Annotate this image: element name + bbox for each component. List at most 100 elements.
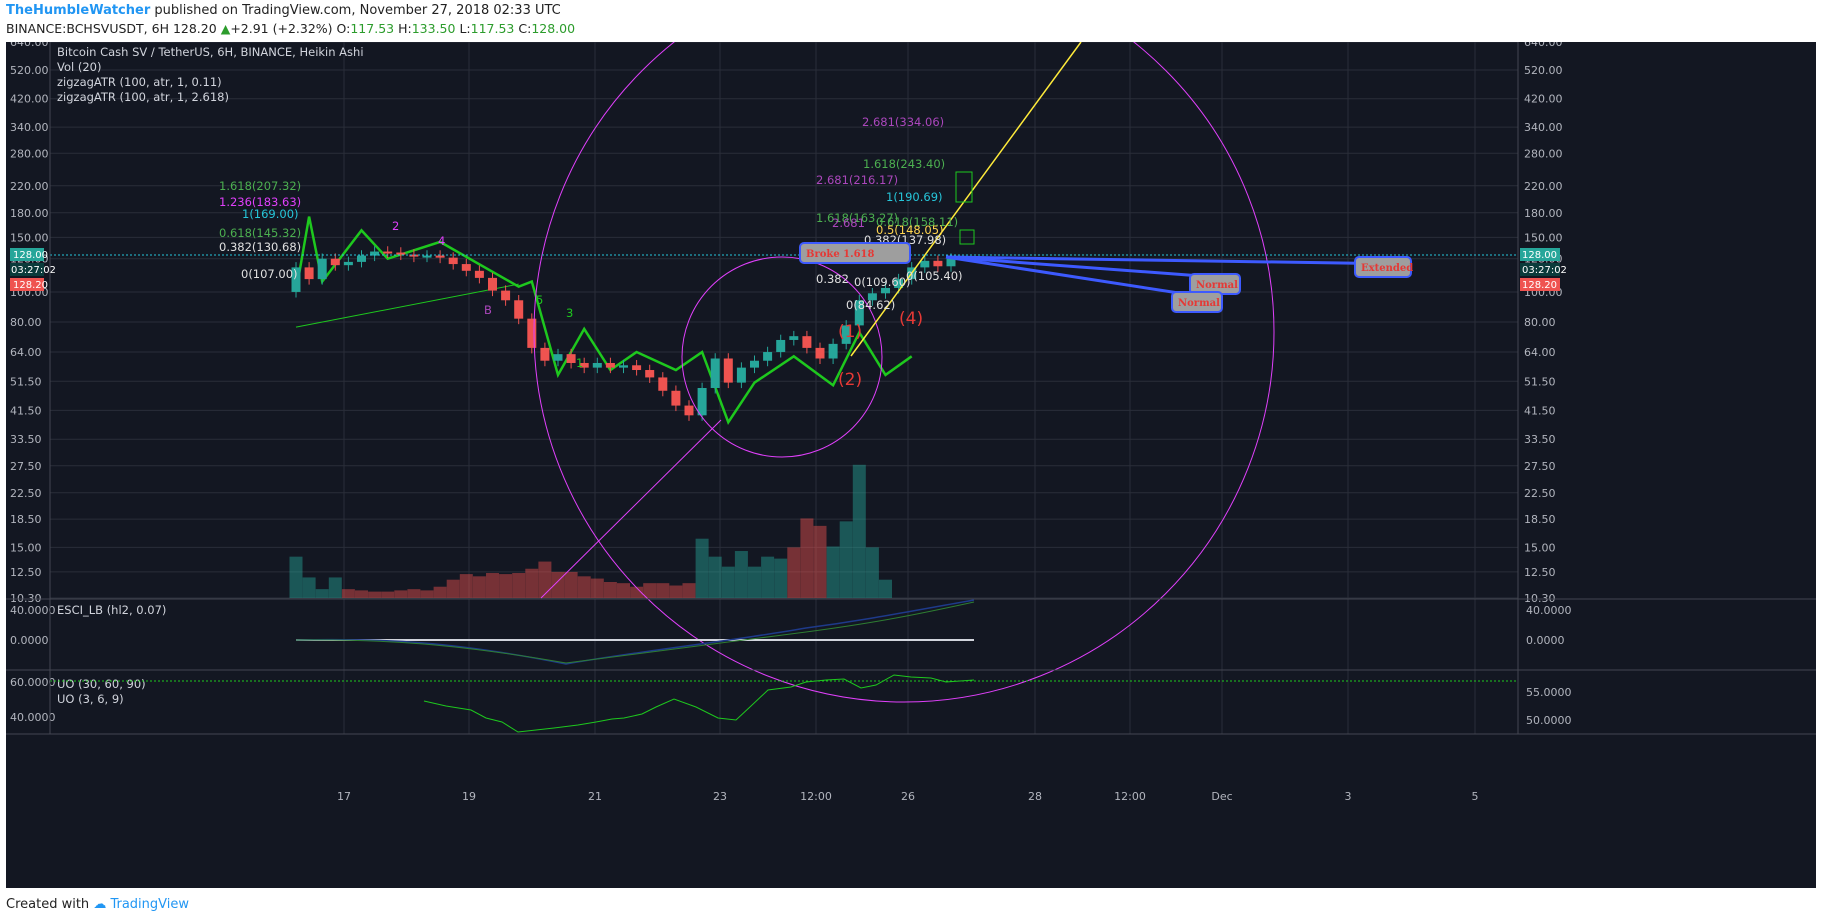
annotation-box — [1171, 291, 1223, 313]
volume-bar — [695, 538, 709, 598]
fib-circle-large — [533, 42, 1275, 703]
volume-bar — [420, 590, 434, 598]
candle-body — [750, 360, 759, 368]
annotation-box — [799, 242, 911, 264]
annotation-label: 2 — [392, 219, 399, 233]
annotation-label: (1) — [838, 322, 862, 342]
candle-body — [357, 255, 366, 262]
x-tick-label: 26 — [901, 790, 915, 803]
annotation-label: B — [484, 303, 492, 317]
y-tick-label-left: 640.00 — [10, 42, 49, 49]
candle-body — [343, 261, 353, 266]
candle-body — [946, 258, 956, 267]
candle-body — [291, 267, 301, 292]
x-tick-label: 21 — [588, 790, 602, 803]
volume-bar — [708, 556, 722, 598]
candle-body — [763, 352, 773, 361]
x-tick-label: 12:00 — [1114, 790, 1146, 803]
candle-body — [815, 347, 825, 359]
created-with-text: Created with — [6, 897, 90, 912]
volume-bar — [734, 551, 748, 598]
annotation-label: 0(84.62) — [846, 298, 895, 312]
volume-bar — [315, 589, 329, 598]
y-tick-label-right: 420.00 — [1524, 93, 1563, 106]
x-tick-label: 23 — [713, 790, 727, 803]
volume-bar — [761, 556, 775, 598]
y-tick-label-left: 150.00 — [10, 231, 49, 244]
prev-tag-bg-left — [10, 278, 44, 291]
volume-bar — [525, 568, 539, 598]
tradingview-logo-icon: ☁ — [93, 897, 107, 912]
countdown-right: 03:27:02 — [1522, 265, 1567, 276]
projection-line — [945, 255, 1229, 280]
candle-body — [841, 325, 851, 344]
volume-bar — [669, 585, 683, 598]
annotation-label: 3 — [566, 306, 573, 320]
y-tick-label-right: 22.50 — [1524, 487, 1556, 500]
tradingview-link[interactable]: TradingView — [110, 897, 189, 912]
price-tag-right: 128.00 — [1522, 250, 1557, 261]
annotation-label: 0.382(130.68) — [219, 240, 301, 254]
candle-body — [632, 365, 642, 371]
annotation-label: 0.5(148.05) — [876, 223, 944, 237]
volume-bar — [630, 586, 644, 598]
x-tick-label: 5 — [1472, 790, 1479, 803]
candle-body — [409, 254, 419, 257]
volume-bar — [407, 589, 421, 598]
volume-bar — [617, 583, 630, 598]
magenta-trend-line — [540, 419, 722, 599]
volume-bar — [433, 586, 447, 598]
volume-bar — [839, 521, 853, 598]
candle-body — [330, 258, 340, 266]
volume-bar — [748, 566, 761, 598]
candle-body — [802, 336, 812, 348]
high-value: 133.50 — [411, 21, 456, 36]
y-tick-label-right: 220.00 — [1524, 180, 1563, 193]
y-tick-label-left: 420.00 — [10, 93, 49, 106]
y-tick-label-right: 15.00 — [1524, 541, 1556, 554]
candle-body — [579, 362, 589, 368]
change-text: +2.91 (+2.32%) — [230, 21, 333, 36]
price-tag-bg-left — [10, 248, 44, 261]
candle-body — [933, 260, 943, 267]
x-tick-label: 19 — [462, 790, 476, 803]
y-tick-label-left: 280.00 — [10, 147, 49, 160]
annotation-label: 1.618(163.27) — [816, 211, 898, 225]
y-tick-label-left: 27.50 — [10, 460, 42, 473]
author-link[interactable]: TheHumbleWatcher — [6, 3, 151, 18]
annotation-label: 2.681 — [832, 216, 865, 230]
candle-body — [697, 387, 707, 416]
y-tick-label-right: 33.50 — [1524, 433, 1556, 446]
y-tick-label-right: 64.00 — [1524, 346, 1556, 359]
esci-line-blue — [295, 599, 975, 665]
annotation-label: 5 — [536, 293, 543, 307]
candle-body — [658, 377, 668, 391]
volume-bar — [774, 558, 788, 598]
annotation-label: 1(169.00) — [242, 207, 299, 221]
candle-body — [867, 293, 877, 301]
y-tick-label-right: 280.00 — [1524, 147, 1563, 160]
high-label: H: — [398, 21, 412, 36]
volume-bar — [852, 464, 866, 598]
volume-bar — [381, 591, 395, 598]
open-value: 117.53 — [350, 21, 395, 36]
countdown-left: 03:27:02 — [11, 265, 56, 276]
volume-bar — [394, 590, 408, 598]
volume-bar — [355, 590, 368, 598]
projection-line — [945, 255, 1407, 266]
uo-subtitle: UO (3, 6, 9) — [57, 692, 124, 706]
candle-body — [370, 251, 380, 256]
annotation-label: 1(190.69) — [886, 190, 943, 204]
last-price: 128.20 — [172, 21, 217, 36]
candle-body — [540, 347, 550, 361]
x-tick-label: Dec — [1211, 790, 1232, 803]
annotation-label: (4) — [899, 309, 923, 329]
low-value: 117.53 — [470, 21, 515, 36]
volume-bar — [603, 581, 617, 598]
candle-body — [422, 255, 432, 258]
published-text: published on TradingView.com, November 2… — [154, 3, 561, 18]
y-tick-label-left: 520.00 — [10, 64, 49, 77]
esci-tick-left: 0.0000 — [10, 634, 49, 647]
candle-body — [710, 358, 720, 388]
